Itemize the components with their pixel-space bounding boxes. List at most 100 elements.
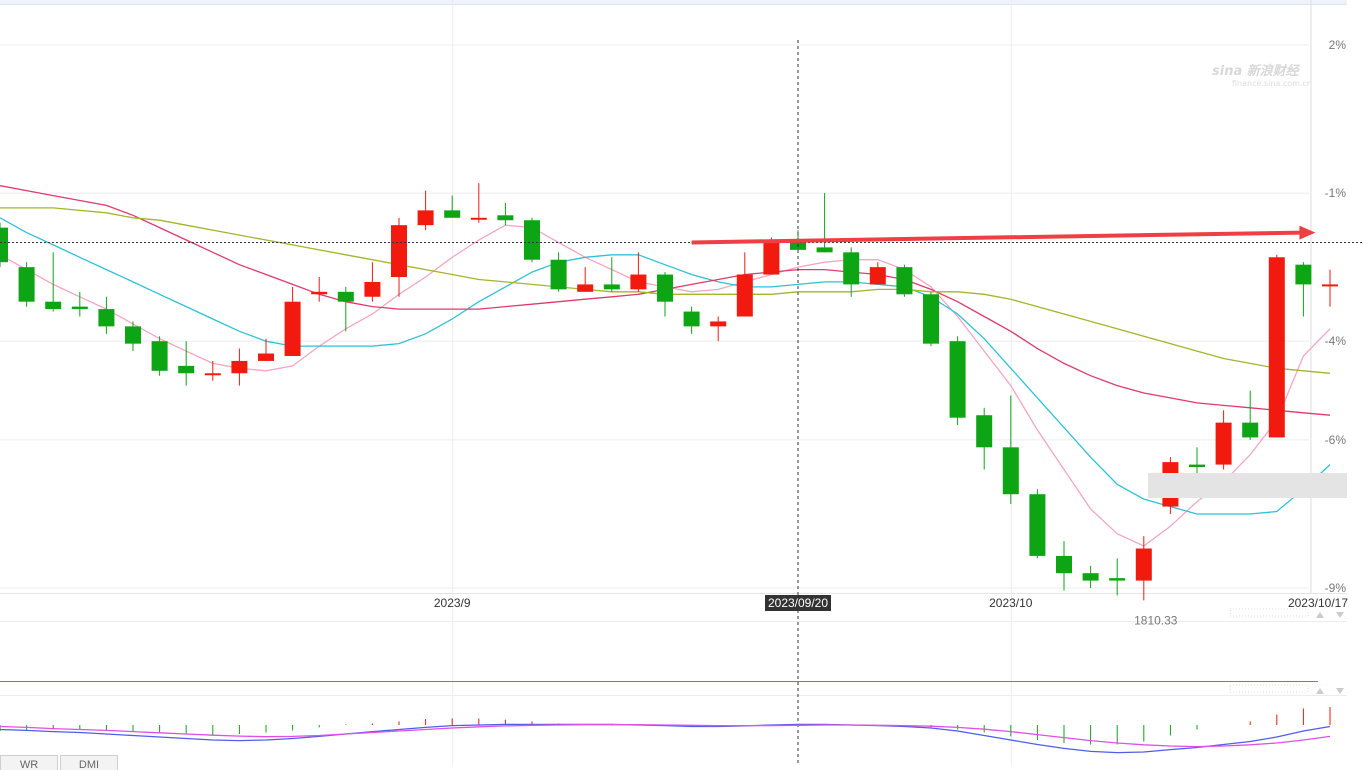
candle-body [630,274,647,290]
candle-25 [657,272,673,317]
scroll-down-icon-2 [1336,688,1344,694]
candle-body [311,291,328,295]
candle-body [337,291,354,302]
watermark-logo: sina 新浪财经 finance.sina.com.cn [1212,64,1312,88]
macd-panel [0,707,1331,754]
candle-body [1242,422,1259,438]
candle-body [949,341,966,418]
candle-body [1189,464,1205,468]
candle-body [763,242,780,275]
candle-37 [976,407,993,470]
candle-16 [417,190,434,231]
tab-wr[interactable]: WR [0,755,58,770]
candle-body [1135,548,1152,581]
candle-body [364,281,381,297]
annotations: 1810.33 [0,40,1363,765]
candle-body [550,259,567,290]
candle-body [231,360,248,374]
candle-body [603,284,620,290]
candle-48 [1268,254,1285,438]
candle-body [125,326,141,344]
scroll-up-icon [1316,612,1324,618]
candle-body [1082,573,1099,581]
candle-49 [1295,262,1312,317]
candle-17 [444,195,461,218]
crosshair-date-label: 2023/09/20 [768,596,828,610]
candle-34 [896,264,913,297]
candle-body [417,210,434,226]
x-axis: 2023/9 2023/10 2023/09/20 2023/10/17 [434,595,1348,611]
candle-40 [1056,541,1072,591]
candle-8 [204,360,221,381]
candle-0 [0,222,8,268]
candle-12 [311,277,328,302]
trend-arrow-line [691,230,1302,245]
candle-14 [364,262,381,302]
candle-body [1295,264,1312,285]
y-tick-label-3: -6% [1325,433,1347,447]
candle-5 [125,321,141,352]
candle-body [923,294,939,344]
candle-body [736,274,753,317]
candle-body [284,301,301,356]
candle-body [497,215,514,221]
candle-body [470,217,487,220]
candle-18 [470,183,487,223]
candle-3 [71,291,88,317]
candle-28 [736,252,753,317]
candle-body [98,309,115,327]
candle-body [869,267,886,285]
candle-body [657,274,673,302]
moving-average-lines [0,185,1331,547]
candles [0,183,1338,601]
candle-body [151,341,168,371]
candle-41 [1082,565,1099,588]
candle-10 [258,338,274,361]
candle-24 [630,252,647,292]
candle-body [1002,447,1019,495]
candle-body [710,321,727,327]
candle-body [1056,555,1072,574]
candle-body [816,247,833,253]
candle-47 [1242,390,1259,440]
candle-2 [45,252,62,312]
ma-line-1 [0,217,1331,515]
crosshair-date-box [765,595,831,611]
candle-body [18,267,35,302]
candle-body [896,267,913,295]
tab-dmi[interactable]: DMI [60,755,118,770]
candle-body [444,210,461,218]
candle-body [71,306,88,310]
x-tick-label-0: 2023/9 [434,596,471,610]
candle-29 [763,237,780,275]
candle-body [577,284,594,292]
candle-body [976,415,993,448]
grid-lines [0,0,1312,765]
low-price-label: 1810.33 [1134,613,1178,627]
candle-6 [151,336,168,376]
candle-38 [1002,395,1019,505]
y-tick-label-2: -4% [1325,334,1347,348]
y-tick-label-4: -9% [1325,581,1347,595]
volume-panel [0,608,1344,694]
candle-1 [18,262,35,307]
candle-26 [683,306,700,334]
candle-7 [178,341,195,386]
y-tick-label-1: -1% [1325,186,1347,200]
candle-body [524,220,540,260]
candle-15 [391,217,407,297]
macd-dea-line [0,724,1331,748]
macd-dif-line [0,723,1331,754]
trend-arrow-head [1299,225,1316,240]
candle-body [0,227,8,263]
candle-body [1029,494,1046,556]
y-tick-label-0: 2% [1329,38,1347,52]
candle-body [391,225,407,278]
candle-body [45,301,62,310]
candle-36 [949,336,966,426]
candle-22 [577,267,594,292]
candle-50 [1322,269,1338,307]
candle-11 [284,286,301,356]
